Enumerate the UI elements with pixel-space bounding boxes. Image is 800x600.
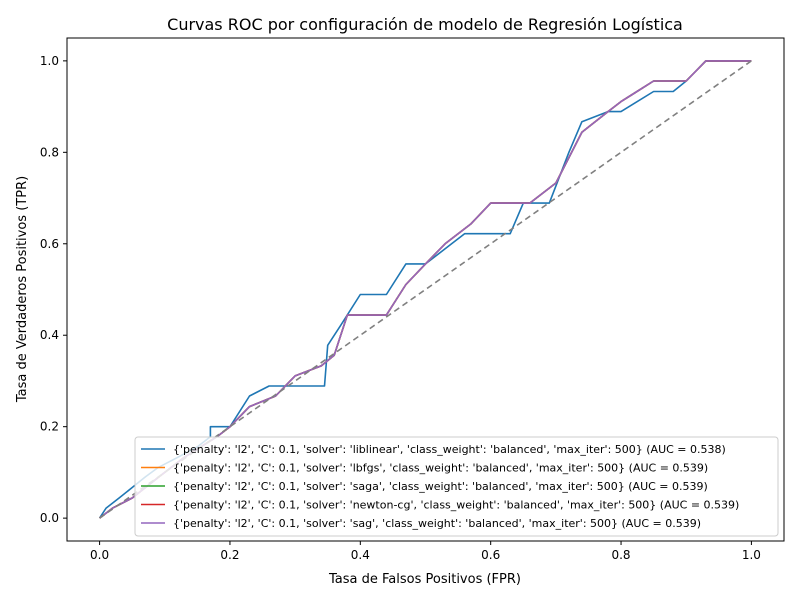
x-tick-label: 1.0 (742, 548, 761, 562)
y-axis-label: Tasa de Verdaderos Positivos (TPR) (15, 176, 30, 403)
legend-entry: {'penalty': 'l2', 'C': 0.1, 'solver': 'n… (173, 499, 739, 512)
y-axis: 0.0 0.2 0.4 0.6 0.8 1.0 (40, 54, 67, 525)
legend: {'penalty': 'l2', 'C': 0.1, 'solver': 'l… (134, 436, 779, 537)
x-tick-label: 0.0 (90, 548, 109, 562)
legend-entry: {'penalty': 'l2', 'C': 0.1, 'solver': 's… (173, 480, 708, 493)
x-tick-label: 0.8 (611, 548, 630, 562)
plot-frame (66, 37, 785, 542)
y-tick-label: 0.0 (40, 511, 59, 525)
legend-entry: {'penalty': 'l2', 'C': 0.1, 'solver': 'l… (173, 443, 726, 456)
x-tick-label: 0.2 (220, 548, 239, 562)
y-tick-label: 0.4 (40, 328, 59, 342)
y-tick-label: 0.2 (40, 420, 59, 434)
legend-entry: {'penalty': 'l2', 'C': 0.1, 'solver': 'l… (173, 462, 708, 475)
x-tick-label: 0.6 (481, 548, 500, 562)
y-tick-label: 1.0 (40, 54, 59, 68)
x-axis: 0.0 0.2 0.4 0.6 0.8 1.0 (90, 541, 761, 562)
legend-entry: {'penalty': 'l2', 'C': 0.1, 'solver': 's… (173, 517, 701, 530)
x-tick-label: 0.4 (351, 548, 370, 562)
y-tick-label: 0.6 (40, 237, 59, 251)
legend-box (134, 436, 779, 537)
chart-title: Curvas ROC por configuración de modelo d… (167, 15, 683, 34)
y-tick-label: 0.8 (40, 145, 59, 159)
x-axis-label: Tasa de Falsos Positivos (FPR) (328, 572, 521, 587)
